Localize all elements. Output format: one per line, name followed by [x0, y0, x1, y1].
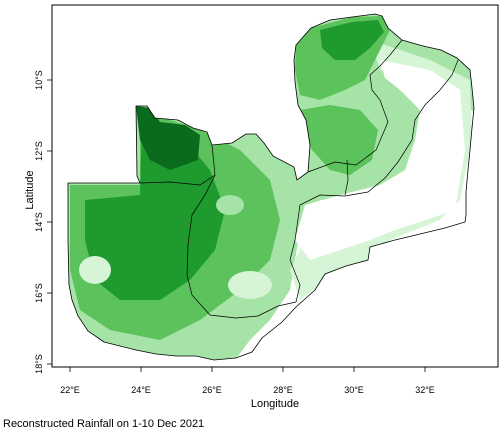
rain-zone-medium-n — [300, 105, 378, 175]
rain-patch-pale-c — [216, 195, 244, 215]
rain-zone-dark-ne — [320, 20, 384, 60]
province-border-north — [307, 39, 403, 173]
y-tick-label: 10°S — [34, 70, 44, 90]
rain-patch-pale-sw — [79, 256, 111, 284]
rain-zone-dry-east — [295, 60, 465, 260]
y-tick-label: 14°S — [34, 212, 44, 232]
y-tick-label: 16°S — [34, 283, 44, 303]
x-tick-label: 22°E — [60, 385, 80, 395]
y-axis-title: Latitude — [24, 170, 36, 209]
x-axis-title: Longitude — [251, 398, 299, 410]
y-tick-label: 18°S — [34, 354, 44, 374]
province-border-luapula — [344, 159, 349, 196]
x-tick-label: 28°E — [273, 385, 293, 395]
rain-zone-dark-west — [85, 120, 225, 300]
country-border — [67, 13, 475, 361]
rain-zone-darkest-nw — [136, 106, 200, 170]
plot-frame — [51, 4, 499, 368]
x-axis-ticks — [69, 367, 426, 372]
rain-patch-pale-s — [228, 271, 272, 299]
x-tick-label: 30°E — [344, 385, 364, 395]
province-border-west-central — [186, 144, 297, 319]
x-tick-label: 24°E — [131, 385, 151, 395]
x-tick-label: 32°E — [415, 385, 435, 395]
province-border-northwest — [139, 174, 216, 186]
y-axis-ticks — [47, 79, 52, 365]
x-tick-label: 26°E — [202, 385, 222, 395]
map-caption: Reconstructed Rainfall on 1-10 Dec 2021 — [3, 418, 205, 430]
province-borders — [139, 39, 459, 319]
rainfall-field — [68, 14, 474, 360]
province-border-central-east — [289, 59, 459, 303]
y-tick-label: 12°S — [34, 141, 44, 161]
